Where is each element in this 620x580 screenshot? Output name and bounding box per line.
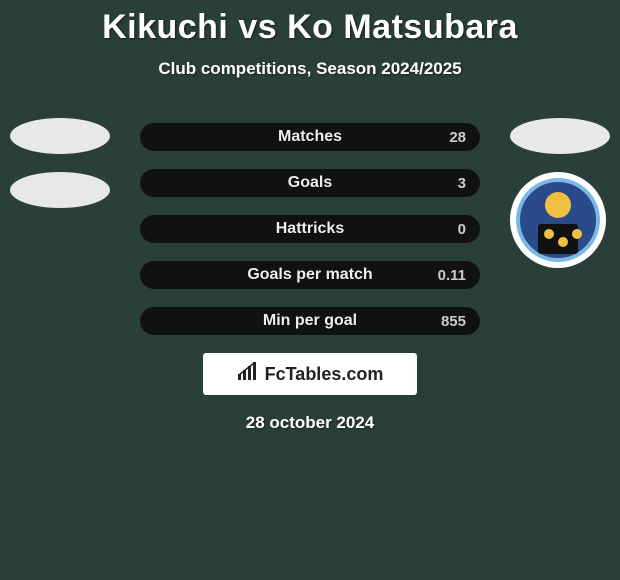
watermark-text: FcTables.com (265, 364, 384, 385)
stat-row: Goals per match 0.11 (140, 261, 480, 289)
stat-row: Goals 3 (140, 169, 480, 197)
watermark: FcTables.com (203, 353, 417, 395)
chart-icon (237, 362, 259, 387)
stat-label: Hattricks (200, 220, 420, 238)
page-title: Kikuchi vs Ko Matsubara (0, 0, 620, 47)
stat-right-value: 0 (420, 221, 480, 238)
stat-label: Goals per match (200, 266, 420, 284)
stat-right-value: 28 (420, 129, 480, 146)
stat-label: Min per goal (200, 312, 420, 330)
footer-date: 28 october 2024 (0, 413, 620, 433)
stats-bars: Matches 28 Goals 3 Hattricks 0 Goals per… (0, 123, 620, 335)
stat-right-value: 855 (420, 313, 480, 330)
stat-label: Matches (200, 128, 420, 146)
stat-right-value: 3 (420, 175, 480, 192)
stat-right-value: 0.11 (420, 267, 480, 284)
stat-label: Goals (200, 174, 420, 192)
stat-row: Hattricks 0 (140, 215, 480, 243)
page-subtitle: Club competitions, Season 2024/2025 (0, 59, 620, 79)
stat-row: Min per goal 855 (140, 307, 480, 335)
stat-row: Matches 28 (140, 123, 480, 151)
